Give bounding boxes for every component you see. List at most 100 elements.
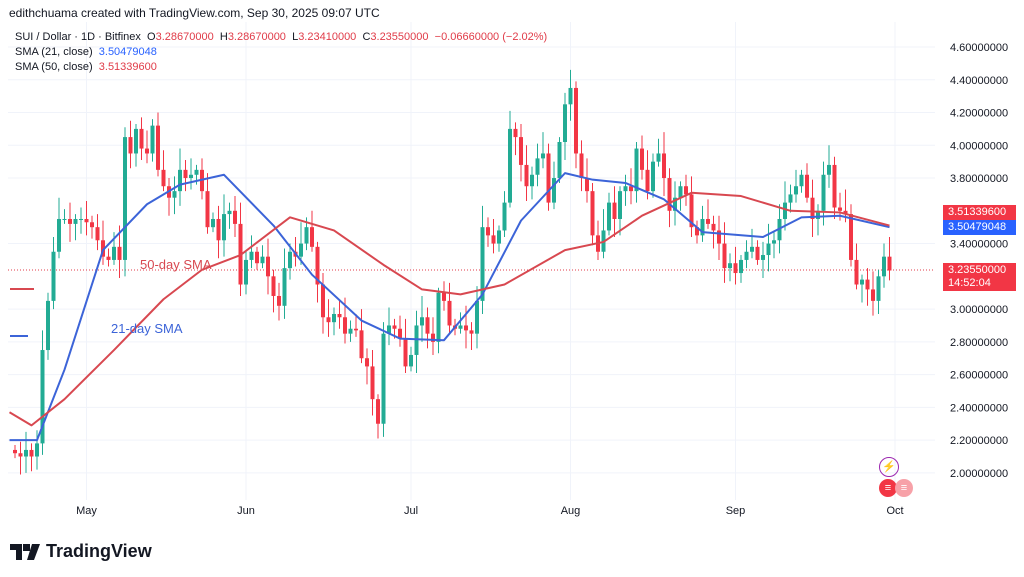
- candles: [13, 69, 892, 475]
- candle-body: [387, 325, 391, 334]
- y-tick-label: 3.80000000: [950, 173, 1008, 185]
- candle-body: [739, 259, 743, 274]
- candle-body: [794, 186, 798, 195]
- us-flag-event-icon-2[interactable]: ≡: [895, 479, 913, 497]
- candle-body: [832, 164, 837, 208]
- y-tick-label: 4.20000000: [950, 108, 1008, 120]
- candle-body: [524, 164, 529, 187]
- candle-body: [376, 399, 380, 424]
- y-tick-label: 2.60000000: [950, 370, 1008, 382]
- change-value: −0.06660000 (−2.02%): [434, 31, 548, 43]
- sma50-line: [8, 191, 890, 427]
- high-label: H: [219, 31, 228, 43]
- sma-lines: [8, 172, 890, 442]
- us-flag-event-icon[interactable]: ≡: [879, 479, 897, 497]
- candle-body: [821, 174, 826, 211]
- y-tick-label: 2.20000000: [950, 435, 1008, 447]
- candle-body: [354, 328, 358, 331]
- candle-body: [491, 235, 496, 244]
- candle-body: [431, 333, 435, 342]
- candle-body: [755, 246, 760, 260]
- candle-body: [233, 210, 237, 224]
- candle-body: [436, 292, 441, 342]
- candle-body: [766, 243, 771, 256]
- y-tick-label: 4.40000000: [950, 75, 1008, 87]
- sma21-value: 3.50479048: [98, 46, 157, 58]
- y-tick-label: 4.00000000: [950, 140, 1008, 152]
- tradingview-logo[interactable]: TradingView: [10, 541, 152, 562]
- candle-body: [216, 218, 221, 241]
- candle-body: [425, 317, 430, 334]
- open-label: O: [147, 31, 156, 43]
- candle-body: [282, 268, 287, 306]
- candle-body: [40, 350, 45, 444]
- candle-body: [772, 240, 776, 244]
- candle-body: [46, 300, 50, 351]
- candle-body: [255, 251, 259, 264]
- low-label: L: [292, 31, 299, 43]
- x-tick-label: Jul: [404, 505, 418, 517]
- candle-body: [277, 295, 281, 306]
- brand-name: TradingView: [46, 541, 152, 561]
- candle-body: [365, 358, 369, 367]
- candle-body: [161, 169, 166, 187]
- candle-body: [24, 449, 28, 457]
- sma21-line: [9, 172, 890, 442]
- candle-body: [475, 300, 479, 334]
- candle-body: [310, 227, 314, 247]
- open-value: 3.28670000: [155, 31, 214, 43]
- candle-body: [876, 276, 881, 301]
- candle-body: [612, 202, 617, 219]
- candle-body: [816, 210, 820, 219]
- x-tick-label: Jun: [237, 505, 255, 517]
- price-axis[interactable]: 4.60000000 4.40000000 4.20000000 4.00000000…: [950, 42, 1008, 480]
- candle-body: [810, 197, 815, 219]
- candle-body: [95, 227, 100, 241]
- sma50-row[interactable]: SMA (50, close) 3.51339600: [15, 60, 547, 75]
- symbol-label[interactable]: SUI / Dollar · 1D · Bitfinex: [15, 31, 141, 43]
- candle-body: [783, 202, 787, 219]
- x-tick-label: May: [76, 505, 97, 517]
- bar-countdown: 14:52:04: [948, 277, 991, 289]
- candle-body: [700, 218, 705, 236]
- time-axis[interactable]: May Jun Jul Aug Sep Oct: [76, 505, 903, 517]
- candle-body: [420, 317, 424, 326]
- candle-body: [332, 313, 336, 323]
- candle-body: [513, 128, 518, 138]
- candle-body: [183, 169, 188, 179]
- candle-body: [359, 330, 364, 359]
- candle-body: [711, 223, 716, 231]
- candle-body: [403, 338, 408, 367]
- candle-body: [348, 328, 353, 334]
- candle-body: [678, 186, 683, 198]
- candle-body: [871, 289, 875, 301]
- sma50-annotation: 50-day SMA: [140, 257, 212, 272]
- candle-body: [112, 246, 116, 260]
- candle-body: [57, 218, 61, 252]
- last-price-tag: 3.23550000 14:52:04: [943, 263, 1016, 291]
- candle-body: [139, 128, 144, 149]
- candle-body: [623, 186, 628, 192]
- candle-body: [266, 256, 270, 277]
- candle-body: [337, 313, 342, 318]
- chart-credit: edithchuama created with TradingView.com…: [9, 6, 380, 20]
- candle-body: [640, 148, 644, 170]
- lightning-event-icon[interactable]: ⚡: [879, 457, 899, 477]
- candle-body: [805, 174, 809, 198]
- candle-body: [249, 251, 254, 260]
- sma50-label: SMA (50, close): [15, 61, 93, 73]
- candle-body: [398, 328, 402, 339]
- candle-body: [750, 246, 754, 252]
- candle-body: [508, 128, 512, 203]
- candle-body: [51, 251, 56, 301]
- candle-body: [13, 449, 17, 454]
- candle-body: [326, 317, 331, 323]
- candle-body: [117, 246, 122, 260]
- sma21-row[interactable]: SMA (21, close) 3.50479048: [15, 45, 547, 60]
- sma21-annotation: 21-day SMA: [111, 321, 183, 336]
- candle-body: [469, 330, 474, 334]
- candle-body: [695, 227, 699, 236]
- tradingview-logo-icon: [10, 543, 40, 560]
- candle-body: [392, 325, 397, 329]
